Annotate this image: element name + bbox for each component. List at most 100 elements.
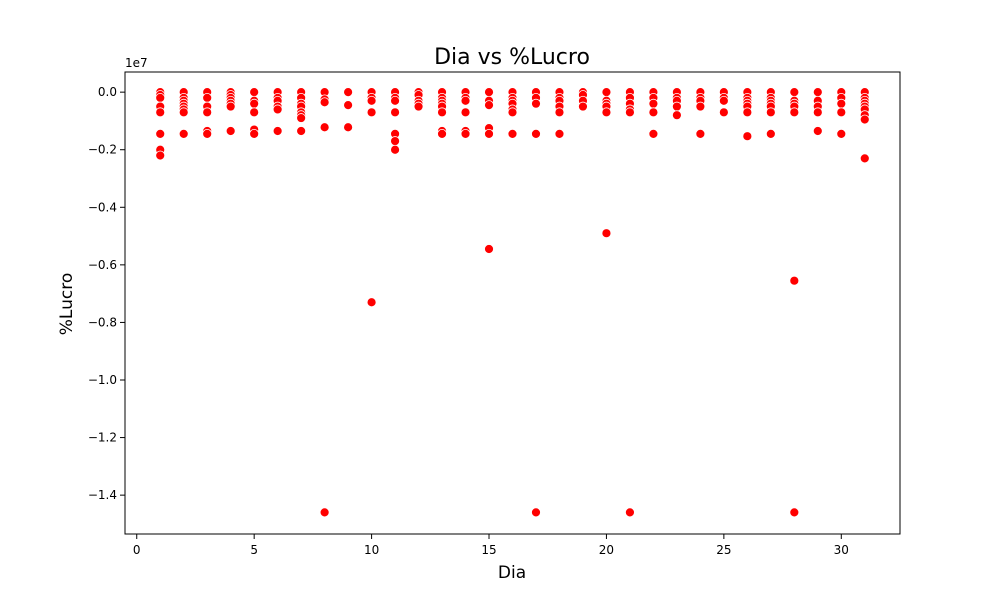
data-point [648,98,659,109]
data-point [155,107,166,118]
data-point [789,507,800,518]
data-point [507,107,518,118]
data-point [225,126,236,136]
y-offset-label: 1e7 [125,56,148,70]
data-point [484,87,494,98]
data-point [460,95,471,106]
data-point [836,98,847,109]
data-point [671,110,682,121]
data-point [718,107,729,118]
data-point [272,126,283,136]
data-point [648,128,659,139]
data-point [625,107,635,118]
data-point [507,128,518,139]
data-point [366,107,377,118]
data-point [319,507,330,518]
data-point [789,87,800,98]
data-point [390,144,400,155]
data-point [178,107,189,118]
data-point [249,128,260,139]
y-tick-label: −0.2 [88,143,117,157]
plot-frame [124,71,901,535]
data-point [202,107,213,118]
x-tick-label: 0 [133,543,141,557]
data-point [578,101,588,112]
data-point [202,128,213,139]
data-point [601,87,612,98]
data-point [413,101,424,112]
data-point [531,128,541,139]
data-point [836,128,847,139]
y-tick-label: 0.0 [98,85,117,99]
data-point [296,126,307,136]
data-point [812,126,823,136]
data-point [155,128,166,139]
data-point [343,100,354,111]
x-tick-label: 20 [599,543,614,557]
data-point [178,128,189,139]
data-point [601,228,612,239]
x-tick-label: 15 [481,543,496,557]
data-point [484,100,494,111]
y-axis-label: %Lucro [57,273,77,335]
y-tick-label: −0.4 [88,200,117,214]
data-point [319,122,330,133]
data-point [390,95,400,106]
y-tick-label: −1.4 [88,488,117,502]
data-point [531,98,541,109]
data-point [671,101,682,112]
x-tick-label: 25 [716,543,731,557]
y-tick-label: −1.0 [88,373,117,387]
data-point [390,107,400,118]
axis-ticks: 0 5 10 15 20 25 30 0.0 −0.2 −0.4 −0.6 −0.8 −1.0 −1.2 −… [88,85,849,557]
data-point [484,244,494,254]
data-point [789,275,800,286]
data-point [437,107,447,118]
data-point [460,128,471,139]
data-point [484,128,494,139]
data-point [366,297,377,308]
data-point [836,107,847,118]
data-points [155,87,870,518]
x-tick-label: 30 [834,543,849,557]
data-point [812,87,823,98]
data-point [695,128,706,139]
data-point [366,95,377,106]
x-tick-label: 10 [364,543,379,557]
data-point [437,128,447,139]
data-point [765,128,776,139]
x-tick-label: 5 [250,543,258,557]
x-axis-label: Dia [498,563,526,583]
data-point [554,128,565,139]
chart-title: Dia vs %Lucro [434,45,590,70]
y-tick-label: −0.6 [88,258,117,272]
data-point [742,107,753,118]
data-point [789,107,800,118]
data-point [460,107,471,118]
data-point [155,150,166,161]
data-point [272,104,283,115]
data-point [765,107,776,118]
y-tick-label: −0.8 [88,315,117,329]
data-point [249,87,260,98]
data-point [296,113,307,123]
data-point [390,136,400,146]
data-point [718,95,729,106]
data-point [695,101,706,112]
data-point [742,131,753,142]
data-point [648,107,659,118]
data-point [343,122,354,133]
data-point [202,93,213,103]
data-point [249,98,260,109]
data-point [343,87,354,98]
data-point [249,107,260,118]
data-point [859,114,870,125]
data-point [554,107,565,118]
data-point [319,97,330,108]
data-point [812,107,823,118]
y-tick-label: −1.2 [88,431,117,445]
data-point [155,93,166,103]
data-point [859,153,870,164]
data-point [625,507,635,518]
